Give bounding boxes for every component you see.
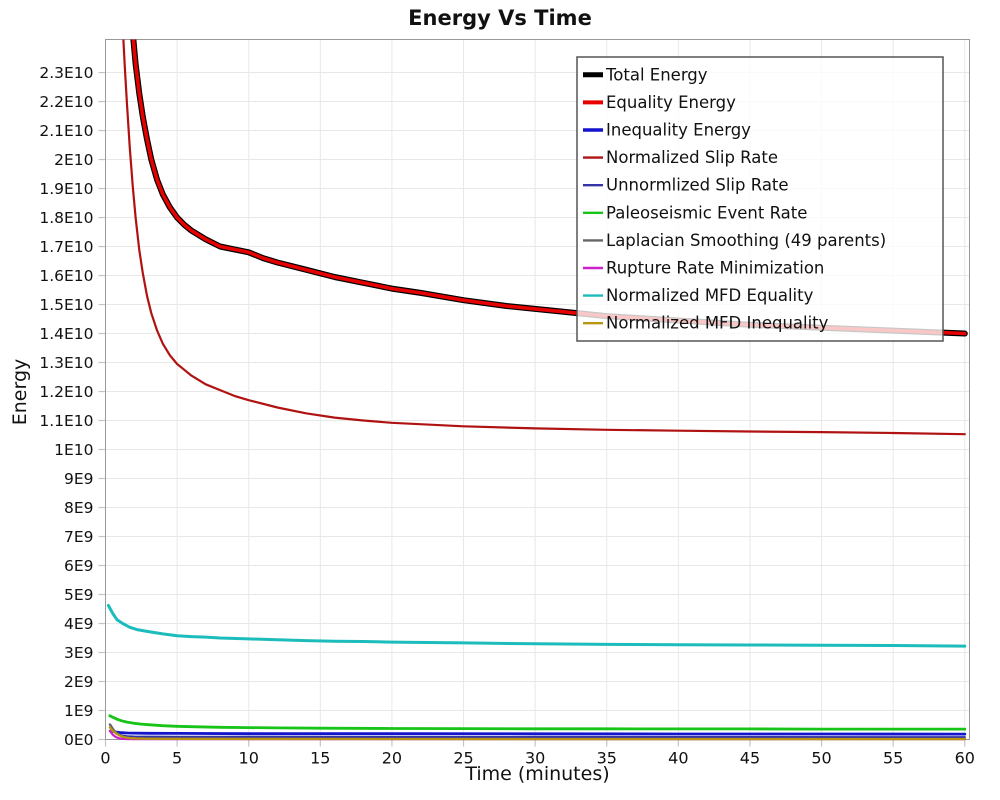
series-line-inequality-energy <box>109 729 967 736</box>
x-tick-label: 10 <box>239 749 259 768</box>
series-line-normalized-mfd-equality <box>106 604 967 648</box>
x-tick-label: 55 <box>883 749 903 768</box>
x-tick-label: 20 <box>382 749 402 768</box>
legend-label-inequality-energy: Inequality Energy <box>606 121 751 140</box>
y-tick-label: 1.8E10 <box>39 209 93 227</box>
legend: Total Energy Equality Energy Inequality En… <box>576 56 944 342</box>
y-tick-label: 2.1E10 <box>39 122 93 140</box>
y-tick-label: 5E9 <box>64 586 94 604</box>
y-tick-label: 2.2E10 <box>39 93 93 111</box>
x-tick-label: 45 <box>740 749 760 768</box>
x-tick-label: 50 <box>811 749 831 768</box>
legend-label-total-energy: Total Energy <box>605 65 708 84</box>
series-line-paleoseismic-event-rate <box>108 714 967 731</box>
y-tick-label: 2E9 <box>64 673 94 691</box>
y-tick-label: 1.6E10 <box>39 267 93 285</box>
legend-item-unnormlized-slip-rate: Unnormlized Slip Rate <box>583 176 789 195</box>
y-tick-label: 4E9 <box>64 615 94 633</box>
x-tick-label: 5 <box>172 749 182 768</box>
y-tick-label: 1E10 <box>54 441 93 459</box>
y-tick-label: 0E0 <box>64 731 94 749</box>
legend-item-total-energy: Total Energy <box>583 65 708 84</box>
legend-label-laplacian-smoothing-49-parents: Laplacian Smoothing (49 parents) <box>606 231 886 250</box>
y-tick-label: 1.7E10 <box>39 238 93 256</box>
y-tick-label: 1.1E10 <box>39 412 93 430</box>
legend-item-inequality-energy: Inequality Energy <box>583 121 751 140</box>
y-tick-label: 1.3E10 <box>39 354 93 372</box>
y-tick-label: 1.9E10 <box>39 180 93 198</box>
x-tick-label: 30 <box>525 749 545 768</box>
legend-box <box>576 56 944 342</box>
legend-label-unnormlized-slip-rate: Unnormlized Slip Rate <box>606 176 789 195</box>
y-tick-label: 8E9 <box>64 499 94 517</box>
y-tick-label: 1E9 <box>64 702 94 720</box>
x-tick-label: 60 <box>955 749 975 768</box>
legend-label-normalized-mfd-inequality: Normalized MFD Inequality <box>606 314 829 333</box>
y-tick-label: 3E9 <box>64 644 94 662</box>
legend-item-laplacian-smoothing-49-parents: Laplacian Smoothing (49 parents) <box>583 231 886 250</box>
legend-label-normalized-slip-rate: Normalized Slip Rate <box>606 148 778 167</box>
y-tick-label: 1.5E10 <box>39 296 93 314</box>
legend-label-rupture-rate-minimization: Rupture Rate Minimization <box>606 259 824 278</box>
y-tick-label: 1.2E10 <box>39 383 93 401</box>
axes: 0 5 10 15 20 25 30 35 40 45 50 55 60 0E0 1E9 2E9 3E9 4E9 5… <box>39 64 975 767</box>
x-axis-title: Time (minutes) <box>465 763 610 785</box>
y-tick-label: 2E10 <box>54 151 93 169</box>
x-tick-label: 15 <box>310 749 330 768</box>
series-line-normalized-slip-rate <box>122 39 966 436</box>
y-tick-label: 7E9 <box>64 528 94 546</box>
y-tick-label: 6E9 <box>64 557 94 575</box>
x-tick-label: 25 <box>453 749 473 768</box>
chart-title: Energy Vs Time <box>408 6 592 30</box>
legend-label-equality-energy: Equality Energy <box>606 93 736 112</box>
series-line-normalized-mfd-inequality <box>108 726 966 741</box>
legend-label-paleoseismic-event-rate: Paleoseismic Event Rate <box>606 203 807 222</box>
legend-item-normalized-mfd-equality: Normalized MFD Equality <box>583 286 814 305</box>
y-tick-label: 1.4E10 <box>39 325 93 343</box>
x-tick-label: 40 <box>668 749 688 768</box>
legend-label-normalized-mfd-equality: Normalized MFD Equality <box>606 286 814 305</box>
y-tick-label: 9E9 <box>64 470 94 488</box>
x-tick-label: 0 <box>100 749 110 768</box>
legend-item-normalized-slip-rate: Normalized Slip Rate <box>583 148 778 167</box>
legend-item-normalized-mfd-inequality: Normalized MFD Inequality <box>583 314 829 333</box>
legend-item-paleoseismic-event-rate: Paleoseismic Event Rate <box>583 203 807 222</box>
legend-item-rupture-rate-minimization: Rupture Rate Minimization <box>583 259 824 278</box>
legend-item-equality-energy: Equality Energy <box>583 93 736 112</box>
y-tick-label: 2.3E10 <box>39 64 93 82</box>
x-tick-label: 35 <box>597 749 617 768</box>
